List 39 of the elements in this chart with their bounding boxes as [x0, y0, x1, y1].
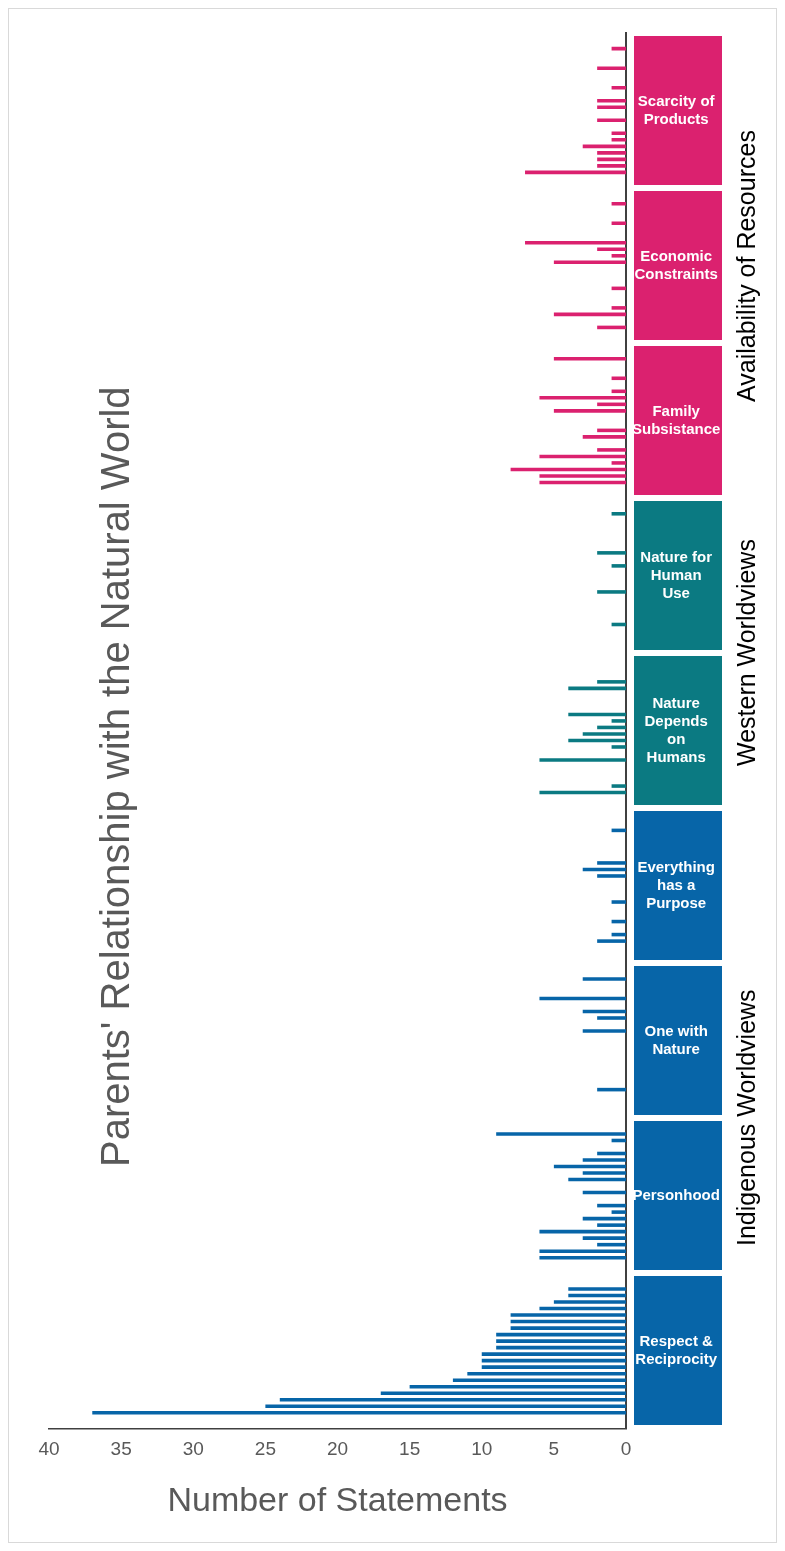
x-tick-label: 5 [548, 1438, 560, 1460]
bar [481, 1365, 626, 1369]
text: Western Worldviews [730, 538, 761, 769]
bar [539, 1249, 626, 1253]
x-tick-label: 0 [620, 1438, 632, 1460]
x-tick-label: 35 [110, 1438, 132, 1460]
y-tick-label: Family Subsistance [632, 401, 721, 437]
x-tick-label: 20 [326, 1438, 349, 1460]
text: Availability of Resources [730, 128, 761, 404]
bar [597, 151, 626, 155]
y-tick-label: Nature for Human Use [640, 547, 713, 601]
y-tick-label: One with Nature [644, 1021, 708, 1057]
y-tick-label: Nature Depends on Humans [644, 693, 708, 765]
x-tick-label: 25 [254, 1438, 276, 1460]
x-tick-label: 15 [399, 1438, 421, 1460]
bar [597, 939, 626, 943]
x-tick-label: 30 [182, 1438, 204, 1460]
y-tick-label: Respect & Reciprocity [635, 1332, 718, 1368]
y-tick-label: Everything has a Purpose [637, 857, 715, 911]
bar [611, 306, 626, 310]
bar [265, 1404, 626, 1409]
bar [611, 461, 626, 465]
text: Parents' Relationship with the Natural World [92, 386, 137, 1167]
y-tick-label: Economic Constraints [634, 246, 718, 282]
bar [597, 861, 626, 865]
y-tick-label: Scarcity of Products [637, 91, 716, 127]
bar [611, 1210, 626, 1214]
bar [279, 1397, 626, 1402]
bar [611, 900, 626, 904]
text: Indigenous Worldviews [730, 989, 761, 1249]
bar [582, 1171, 626, 1175]
bar [597, 1016, 626, 1020]
y-tick-label: Personhood [632, 1185, 720, 1203]
bar [510, 1326, 626, 1330]
x-tick-label: 40 [38, 1438, 60, 1460]
bar [510, 1313, 626, 1317]
x-tick-label: 10 [471, 1438, 493, 1460]
x-axis-title: Number of Statements [167, 1479, 508, 1518]
bar [582, 1158, 626, 1162]
